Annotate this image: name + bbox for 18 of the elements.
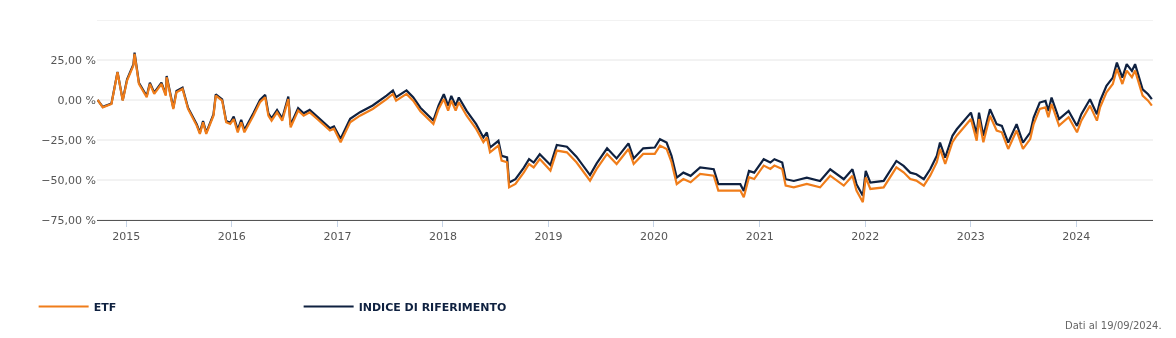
x-tick-label: 2018	[428, 230, 457, 244]
y-tick-label: 25,00 %	[50, 53, 96, 67]
x-tick-label: 2020	[639, 230, 668, 244]
text: Dati al 19/09/2024.	[1065, 320, 1162, 331]
legend-label: INDICE DI RIFERIMENTO	[358, 300, 507, 314]
x-tick-label: 2022	[851, 230, 880, 244]
x-tick-label: 2019	[534, 230, 563, 244]
x-tick-label: 2021	[745, 230, 774, 244]
x-tick-label: 2024	[1062, 230, 1091, 244]
y-tick-label: 0,00 %	[57, 93, 96, 107]
y-tick-label: −25,00 %	[41, 133, 96, 147]
x-tick-label: 2016	[217, 230, 246, 244]
y-tick-label: −50,00 %	[41, 173, 96, 187]
y-tick-label: −75,00 %	[41, 213, 96, 227]
legend-label: ETF	[93, 300, 117, 314]
x-tick-label: 2015	[112, 230, 141, 244]
x-tick-label: 2017	[323, 230, 352, 244]
x-tick-label: 2023	[956, 230, 985, 244]
